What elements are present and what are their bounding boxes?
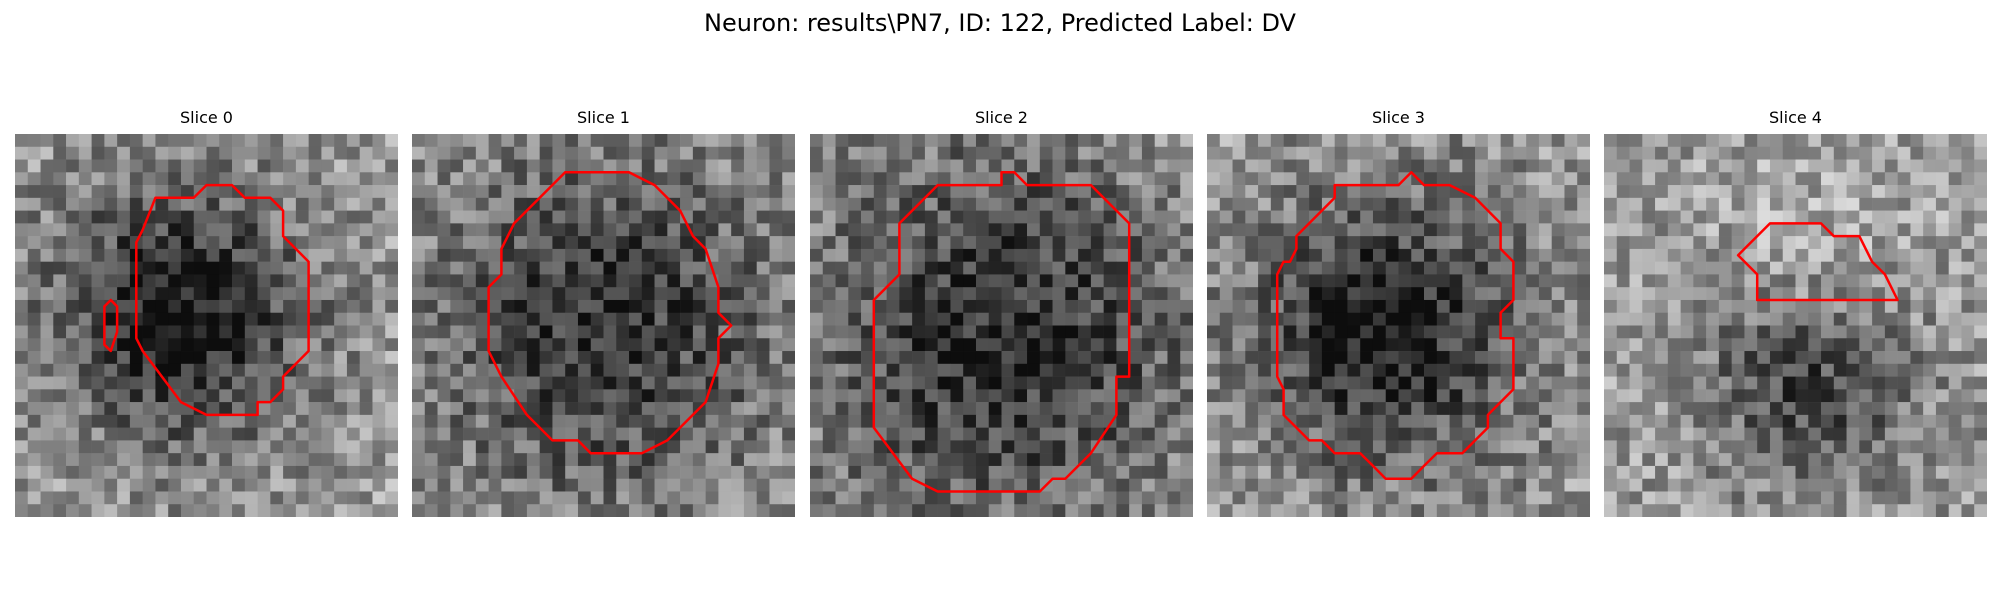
roi-contour — [103, 298, 119, 353]
slice-panel-0: Slice 0 — [15, 108, 398, 517]
roi-contour — [1275, 171, 1515, 480]
slice-image-1 — [412, 134, 795, 517]
slice-title: Slice 0 — [180, 108, 233, 127]
roi-contour — [872, 171, 1131, 493]
figure-title: Neuron: results\PN7, ID: 122, Predicted … — [704, 9, 1296, 37]
slice-image-2 — [810, 134, 1193, 517]
slice-title: Slice 4 — [1769, 108, 1822, 127]
slice-panel-2: Slice 2 — [810, 108, 1193, 517]
pixel-grid — [1207, 134, 1590, 517]
slice-panel-4: Slice 4 — [1604, 108, 1987, 517]
pixel-grid — [1604, 134, 1987, 517]
pixel-grid — [810, 134, 1193, 517]
slice-panel-1: Slice 1 — [412, 108, 795, 517]
slice-title: Slice 1 — [577, 108, 630, 127]
pixel-grid — [412, 134, 795, 517]
slice-panel-3: Slice 3 — [1207, 108, 1590, 517]
slice-title: Slice 2 — [975, 108, 1028, 127]
roi-contour — [135, 183, 310, 417]
roi-contour — [1736, 222, 1899, 302]
slice-image-3 — [1207, 134, 1590, 517]
slice-image-4 — [1604, 134, 1987, 517]
pixel-grid — [15, 134, 398, 517]
roi-contour — [487, 171, 733, 455]
slice-title: Slice 3 — [1372, 108, 1425, 127]
slice-image-0 — [15, 134, 398, 517]
